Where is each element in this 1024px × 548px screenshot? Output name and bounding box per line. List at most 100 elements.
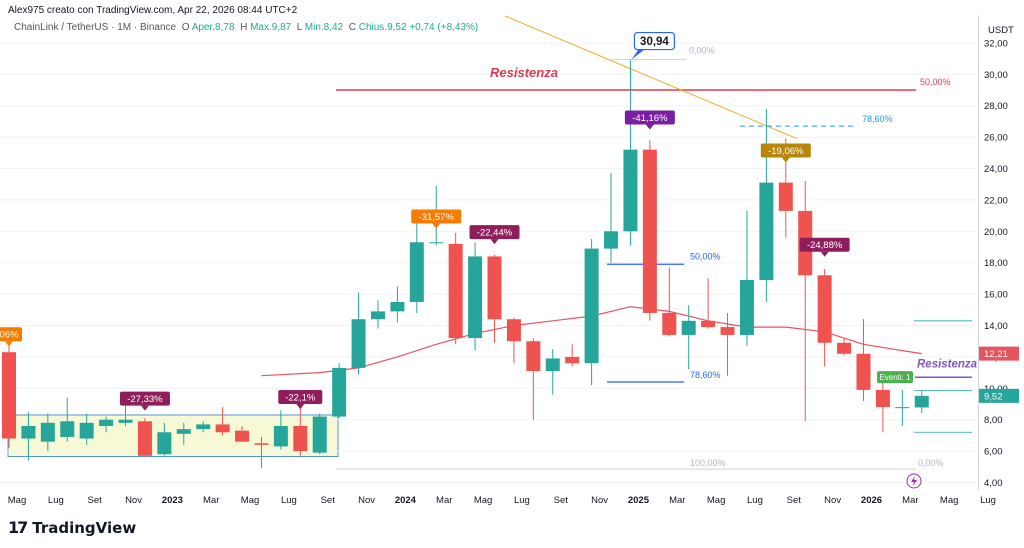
- badge-pointer: [432, 223, 441, 229]
- x-tick-label: Set: [88, 495, 103, 506]
- candle-body: [526, 341, 541, 372]
- tradingview-logo: 17 TradingView: [8, 518, 136, 537]
- candle-body: [623, 149, 638, 232]
- badge-pointer: [140, 405, 149, 411]
- x-tick-label: Lug: [980, 495, 996, 506]
- y-tick-label: 26,00: [984, 133, 1008, 144]
- resistance-label-right: Resistenza: [917, 358, 978, 370]
- y-tick-label: 32,00: [984, 38, 1008, 49]
- x-tick-label: Lug: [281, 495, 297, 506]
- y-tick-label: 16,00: [984, 290, 1008, 301]
- candle-body: [545, 358, 560, 372]
- peak-badge: [633, 31, 676, 51]
- ma-price-label: 12,21: [984, 349, 1008, 360]
- drop-percent-badge: [760, 143, 811, 158]
- x-tick-label: Nov: [824, 495, 841, 506]
- drop-percent-badge: [411, 209, 462, 224]
- open-value: Aper.8,78: [191, 22, 235, 33]
- x-tick-label: Mag: [241, 495, 259, 506]
- candle-body: [448, 243, 463, 339]
- x-tick-label: Mar: [669, 495, 685, 506]
- candle-body: [370, 311, 385, 320]
- candle-body: [60, 421, 75, 437]
- candle-body: [99, 419, 114, 426]
- drop-percent-badge: [0, 327, 22, 342]
- event-label: Eventi: 1: [879, 373, 911, 382]
- change-value: +0,74 (+8,43%): [409, 22, 479, 33]
- candle-body: [739, 279, 754, 335]
- y-tick-label: 4,00: [984, 478, 1003, 489]
- event-badge: [877, 371, 913, 384]
- y-tick-label: 28,00: [984, 101, 1008, 112]
- candle-body: [914, 395, 929, 408]
- y-tick-label: 24,00: [984, 164, 1008, 175]
- candle-body: [468, 256, 483, 339]
- candle-body: [681, 320, 696, 335]
- peak-label: 30,94: [640, 36, 669, 48]
- high-value: Max.9,87: [250, 22, 292, 33]
- fib-0-top-label: 0,00%: [689, 46, 715, 56]
- x-tick-label: 2024: [395, 495, 417, 506]
- x-tick-label: Nov: [125, 495, 142, 506]
- currency-label: USDT: [988, 25, 1014, 36]
- y-tick-label: 14,00: [984, 321, 1008, 332]
- candle-body: [157, 432, 172, 455]
- drop-percent-label: -27,33%: [127, 394, 163, 405]
- close-key: C: [348, 22, 356, 33]
- candle-body: [856, 353, 871, 390]
- peak-pointer: [631, 49, 645, 60]
- candle-body: [759, 182, 774, 280]
- candle-body: [312, 416, 327, 453]
- drop-percent-label: -31,57%: [419, 212, 455, 223]
- y-tick-label: 20,00: [984, 227, 1008, 238]
- close-value: Chius.9,52: [358, 22, 407, 33]
- candle-body: [137, 421, 152, 456]
- candle-body: [21, 425, 36, 439]
- candle-body: [215, 424, 230, 433]
- candle-body: [40, 422, 55, 442]
- candle-body: [778, 182, 793, 211]
- candle-body: [565, 356, 580, 364]
- x-tick-label: Mag: [474, 495, 492, 506]
- drop-percent-label: 06%: [0, 330, 19, 341]
- fib-0-bottom-label: 0,00%: [918, 458, 944, 468]
- x-tick-label: 2026: [861, 495, 882, 506]
- drop-percent-badge: [624, 110, 675, 125]
- candle-body: [254, 443, 269, 445]
- low-value: Min.8,42: [304, 22, 344, 33]
- y-tick-label: 8,00: [984, 415, 1003, 426]
- badge-pointer: [781, 157, 790, 163]
- candle-body: [817, 275, 832, 343]
- candle-body: [895, 407, 910, 409]
- x-tick-label: Set: [321, 495, 336, 506]
- drop-percent-badge: [469, 225, 520, 240]
- candle-body: [273, 425, 288, 447]
- badge-pointer: [296, 404, 305, 409]
- drop-percent-badge: [278, 390, 323, 404]
- candle-body: [875, 389, 890, 408]
- x-tick-label: Lug: [48, 495, 64, 506]
- support-zone: [7, 414, 339, 457]
- x-tick-label: Lug: [514, 495, 530, 506]
- trend-line: [504, 15, 798, 140]
- fib-786-mid-label: 78,60%: [690, 370, 721, 380]
- x-tick-label: Mag: [8, 495, 26, 506]
- candle-body: [409, 242, 424, 302]
- candle-body: [118, 419, 133, 423]
- last-price-label: 9,52: [984, 391, 1003, 402]
- drop-percent-badge: [799, 237, 850, 252]
- x-tick-label: Mag: [707, 495, 725, 506]
- fib-786-top-label: 78,60%: [862, 114, 893, 124]
- chart-credit: Alex975 creato con TradingView.com, Apr …: [8, 5, 298, 16]
- drop-percent-label: -41,16%: [632, 113, 668, 124]
- badge-pointer: [820, 251, 829, 257]
- candle-body: [79, 422, 94, 439]
- x-tick-label: 2025: [628, 495, 650, 506]
- y-tick-label: 18,00: [984, 258, 1008, 269]
- low-key: L: [296, 22, 302, 33]
- y-tick-label: 30,00: [984, 70, 1008, 81]
- x-tick-label: Mag: [940, 495, 958, 506]
- open-key: O: [181, 22, 190, 33]
- fib-50-mid-label: 50,00%: [690, 251, 721, 261]
